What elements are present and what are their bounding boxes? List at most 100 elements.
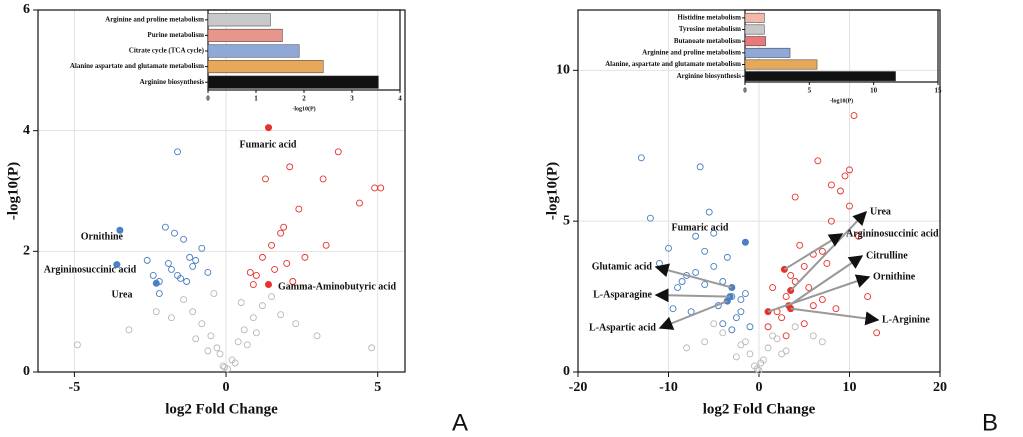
panel-label: B (982, 409, 998, 436)
y-axis-label: -log10(P) (544, 162, 560, 220)
point (277, 311, 285, 319)
y-tick-label: 5 (563, 213, 570, 228)
point (710, 229, 718, 237)
y-tick-label: 4 (23, 123, 30, 138)
point (683, 344, 691, 352)
bar (207, 60, 324, 74)
point (778, 350, 786, 358)
category-label: Arginine and proline metabolism (642, 48, 741, 56)
point (164, 259, 172, 267)
annotation: Fumaric acid (240, 139, 297, 150)
annotation: Argininosuccinic acid (846, 228, 939, 239)
point (262, 175, 269, 183)
x-tick-label: -10 (659, 380, 678, 395)
category-label: Arginine and proline metabolism (105, 15, 204, 23)
point (183, 278, 191, 285)
point (757, 359, 765, 367)
point (334, 148, 342, 156)
annotation: Ornithine (873, 271, 916, 282)
point (827, 217, 835, 225)
y-axis-label: -log10(P) (5, 162, 21, 220)
category-label: Arginine biosynthesis (677, 72, 742, 80)
annotation: Glutamic acid (592, 261, 653, 272)
point (696, 163, 704, 171)
point (174, 272, 181, 279)
bar (744, 24, 765, 35)
point (809, 302, 817, 310)
highlight-point (116, 226, 124, 234)
point (125, 326, 133, 334)
point (186, 253, 194, 261)
y-tick-label: 10 (556, 63, 570, 78)
point (855, 232, 862, 240)
x-tick-label: 0 (756, 380, 763, 395)
point (237, 299, 245, 307)
y-tick-label: 0 (563, 364, 570, 379)
category-label: Alanine aspartate and glutamate metaboli… (70, 62, 204, 70)
point (827, 181, 835, 189)
point (198, 244, 206, 252)
x-tick-label: 10 (870, 87, 878, 95)
bar (207, 75, 379, 89)
bar (744, 36, 766, 47)
x-tick-label: 5 (374, 380, 381, 395)
point (656, 259, 663, 267)
bar (207, 28, 283, 42)
point (800, 262, 808, 270)
point (701, 281, 709, 288)
point (796, 241, 804, 249)
x-axis-label: -log10(P) (292, 105, 315, 112)
point (678, 278, 686, 285)
x-tick-label: 1 (254, 95, 258, 103)
bar (744, 59, 818, 70)
point (268, 293, 275, 301)
point (764, 344, 772, 352)
point (204, 269, 212, 276)
point (755, 367, 763, 374)
point (873, 329, 881, 337)
point (723, 253, 731, 261)
arrow (790, 307, 880, 326)
point (787, 272, 795, 279)
point (301, 253, 309, 261)
point (701, 338, 709, 346)
point (737, 308, 745, 316)
x-axis-label: log2 Fold Change (165, 401, 278, 417)
point (818, 338, 826, 346)
point (814, 157, 822, 165)
point (864, 293, 872, 301)
bar (207, 13, 271, 27)
y-tick-label: 2 (23, 244, 30, 259)
point (782, 293, 790, 301)
point (258, 253, 266, 261)
highlight-point (113, 261, 121, 269)
arrow (783, 233, 844, 271)
highlight-point (741, 238, 749, 246)
x-tick-label: 3 (350, 95, 354, 103)
point (818, 296, 826, 304)
point (280, 223, 288, 231)
point (692, 232, 700, 240)
annotation: Urea (112, 289, 133, 300)
point (313, 332, 321, 340)
annotation: Urea (870, 206, 891, 217)
point (277, 229, 285, 237)
point (289, 278, 297, 285)
annotation: Ornithine (81, 231, 124, 242)
arrow (658, 300, 728, 330)
x-tick-label: 10 (843, 380, 857, 395)
point (249, 281, 257, 288)
x-tick-label: -5 (69, 380, 81, 395)
arrow (788, 255, 864, 307)
point (823, 259, 831, 267)
point (192, 256, 200, 264)
category-label: Citrate cycle (TCA cycle) (129, 47, 205, 55)
point (737, 341, 745, 349)
point (221, 363, 228, 371)
point (669, 305, 677, 313)
point (732, 353, 740, 361)
point (271, 265, 279, 273)
highlight-point (152, 279, 160, 287)
bar (744, 47, 791, 58)
point (773, 335, 781, 343)
